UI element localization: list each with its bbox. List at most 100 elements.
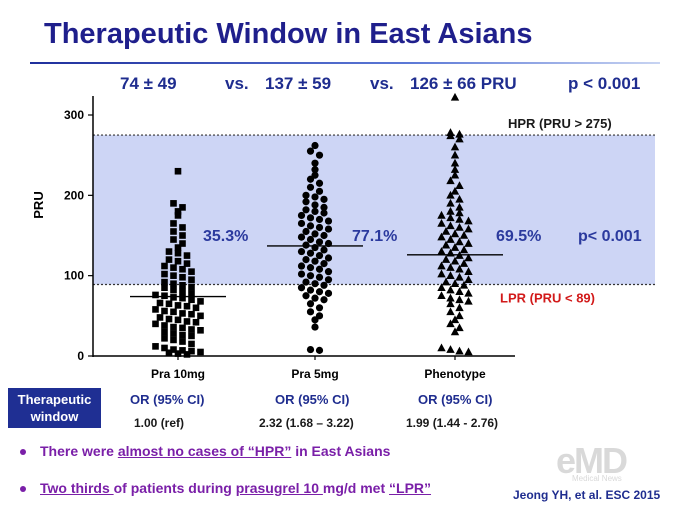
bullet-hpr: There were almost no cases of “HPR” in E… (20, 443, 390, 459)
data-point-triangle (441, 226, 451, 235)
data-point-square (188, 326, 195, 333)
data-point-circle (311, 207, 319, 215)
y-tick-label: 100 (64, 269, 84, 283)
stat-p-value: p < 0.001 (568, 74, 641, 93)
data-point-triangle (455, 202, 464, 211)
data-point-circle (311, 243, 319, 252)
data-point-triangle (455, 272, 464, 281)
data-point-triangle (446, 285, 455, 294)
emd-logo-watermark: eMD (556, 440, 628, 481)
data-point-triangle (446, 128, 455, 136)
data-point-square (188, 332, 195, 340)
or-label-3: OR (95% CI) (418, 392, 493, 407)
bullet2-text-u2: prasugrel 10 (235, 480, 323, 496)
data-point-circle (311, 166, 319, 174)
data-point-triangle (450, 165, 460, 173)
data-point-square (161, 307, 168, 315)
lpr-label: LPR (PRU < 89) (500, 291, 595, 306)
data-point-triangle (437, 291, 446, 300)
data-point-square (188, 276, 195, 283)
x-tick-label: Pra 10mg (151, 367, 205, 381)
data-point-triangle (441, 277, 451, 286)
bullet2-text-a: of patients during (113, 480, 236, 496)
data-point-triangle (464, 296, 473, 305)
data-point-circle (315, 251, 324, 260)
data-point-square (174, 167, 182, 175)
data-point-square (170, 346, 177, 353)
data-point-square (174, 249, 182, 257)
percent-annotation: 35.3% (203, 228, 248, 245)
data-point-circle (302, 227, 310, 236)
data-point-square (179, 204, 186, 211)
data-point-triangle (455, 129, 464, 138)
bullet2-text-b: mg/d met (322, 480, 390, 496)
data-point-circle (297, 233, 306, 241)
data-point-triangle (455, 222, 464, 231)
data-point-circle (320, 260, 328, 268)
stat-vs-1: vs. (225, 74, 249, 93)
data-point-square (165, 256, 173, 263)
data-point-triangle (437, 343, 446, 352)
data-point-square (179, 324, 186, 332)
y-tick-label: 200 (64, 188, 84, 202)
stat-group1: 74 ± 49 (120, 74, 177, 93)
data-point-circle (302, 198, 310, 206)
data-point-triangle (459, 245, 469, 254)
data-point-square (179, 232, 186, 239)
hpr-label: HPR (PRU > 275) (508, 116, 612, 131)
citation: Jeong YH, et al. ESC 2015 (513, 488, 661, 502)
bullet-lpr: Two thirds of patients during prasugrel … (20, 480, 431, 496)
data-point-triangle (455, 208, 464, 217)
data-point-triangle (437, 232, 446, 241)
data-point-square (174, 208, 182, 215)
data-point-circle (302, 206, 310, 214)
data-point-triangle (455, 181, 464, 189)
data-point-triangle (464, 347, 473, 356)
data-point-circle (302, 241, 310, 249)
data-point-square (152, 306, 159, 313)
data-point-triangle (450, 327, 460, 336)
data-point-square (179, 282, 186, 289)
data-point-square (197, 326, 204, 334)
data-point-circle (306, 272, 315, 280)
data-point-circle (306, 249, 315, 257)
data-point-circle (306, 183, 315, 191)
data-point-circle (315, 179, 324, 187)
data-point-square (174, 244, 182, 251)
data-point-square (170, 280, 177, 287)
data-point-triangle (446, 307, 455, 316)
data-point-triangle (455, 237, 464, 246)
bullet2-text-u3: “LPR” (389, 480, 432, 496)
data-point-square (161, 270, 168, 278)
data-point-square (179, 288, 186, 296)
data-point-triangle (446, 345, 455, 353)
data-point-square (161, 292, 168, 300)
data-point-triangle (446, 299, 455, 308)
data-point-square (197, 348, 204, 356)
data-point-square (156, 299, 164, 307)
data-point-square (161, 284, 168, 292)
data-point-square (165, 349, 173, 357)
p-value-annotation: p< 0.001 (578, 228, 642, 245)
data-point-square (179, 224, 186, 231)
data-point-circle (311, 159, 319, 167)
data-point-circle (315, 223, 324, 232)
or-label-1: OR (95% CI) (130, 392, 205, 407)
data-point-square (161, 262, 168, 270)
stat-group3: 126 ± 66 PRU (410, 74, 517, 93)
data-point-circle (324, 276, 333, 284)
data-point-square (188, 268, 195, 275)
data-point-square (170, 264, 177, 271)
data-point-square (183, 260, 191, 267)
data-point-circle (315, 265, 324, 273)
data-point-circle (320, 281, 328, 289)
data-point-circle (302, 191, 310, 199)
data-point-triangle (464, 275, 473, 283)
data-point-circle (324, 254, 333, 262)
therapeutic-window-band (93, 135, 655, 285)
data-point-square (183, 252, 191, 259)
data-point-triangle (455, 346, 464, 355)
data-point-square (174, 350, 182, 357)
data-point-circle (311, 280, 319, 288)
data-point-square (179, 240, 186, 247)
